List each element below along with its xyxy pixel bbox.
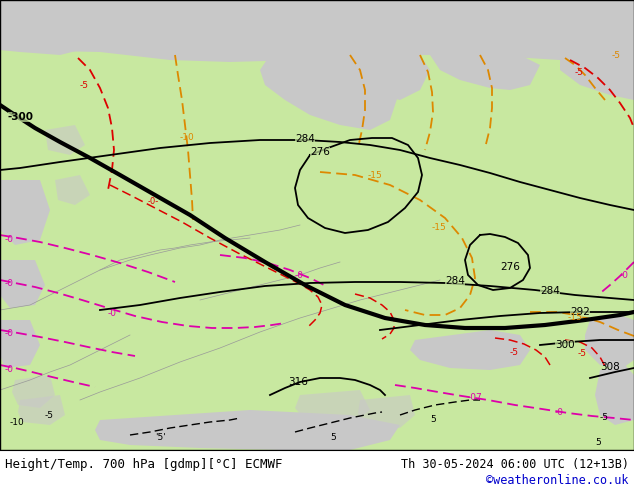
Polygon shape [260,55,400,130]
Text: -0: -0 [620,271,629,280]
Text: 276: 276 [500,262,520,272]
Text: -10: -10 [10,418,25,427]
Polygon shape [0,260,45,308]
Text: -5: -5 [600,413,609,422]
Text: -07: -07 [468,393,482,402]
Text: -0: -0 [555,408,564,417]
Text: 284: 284 [540,286,560,296]
Text: -5: -5 [45,411,54,420]
Text: -15: -15 [432,223,447,232]
Text: Height/Temp. 700 hPa [gdmp][°C] ECMWF: Height/Temp. 700 hPa [gdmp][°C] ECMWF [5,458,283,470]
Text: 276: 276 [310,147,330,157]
Text: -5: -5 [612,51,621,60]
Text: 316: 316 [288,377,308,387]
Polygon shape [358,395,415,428]
Text: 5: 5 [595,438,601,447]
Polygon shape [340,55,430,100]
Polygon shape [585,315,634,370]
Text: -0: -0 [5,329,14,338]
Text: 292: 292 [570,307,590,317]
Text: -0: -0 [295,271,304,280]
Text: 5: 5 [430,415,436,424]
Text: 284: 284 [295,134,315,144]
Polygon shape [18,395,65,425]
Polygon shape [0,320,40,368]
Text: -5: -5 [510,348,519,357]
Text: -0: -0 [5,279,14,288]
Text: -5: -5 [578,349,587,358]
Text: -5: -5 [80,81,89,90]
Text: -0: -0 [5,365,14,374]
Polygon shape [295,390,370,422]
Text: -300: -300 [8,112,34,122]
Polygon shape [0,180,50,245]
Text: 5: 5 [330,433,336,442]
Polygon shape [410,330,530,370]
Polygon shape [0,0,80,55]
Text: -15: -15 [368,171,383,180]
Text: 308: 308 [600,362,620,372]
Text: Th 30-05-2024 06:00 UTC (12+13B): Th 30-05-2024 06:00 UTC (12+13B) [401,458,629,470]
Text: -0: -0 [108,309,117,318]
Text: -10: -10 [180,133,195,142]
Text: '5': '5' [155,433,165,442]
Polygon shape [595,365,634,425]
Polygon shape [430,55,540,90]
Text: 300: 300 [555,340,574,350]
Text: 284: 284 [445,276,465,286]
Polygon shape [45,125,85,155]
Polygon shape [0,0,634,70]
Polygon shape [95,410,400,450]
Text: -0-: -0- [148,197,159,206]
Polygon shape [12,375,55,408]
Polygon shape [560,55,634,100]
Text: -5: -5 [575,68,584,77]
Text: -15: -15 [568,313,583,322]
Text: -0: -0 [5,235,14,244]
Text: ©weatheronline.co.uk: ©weatheronline.co.uk [486,473,629,487]
Polygon shape [55,175,90,205]
